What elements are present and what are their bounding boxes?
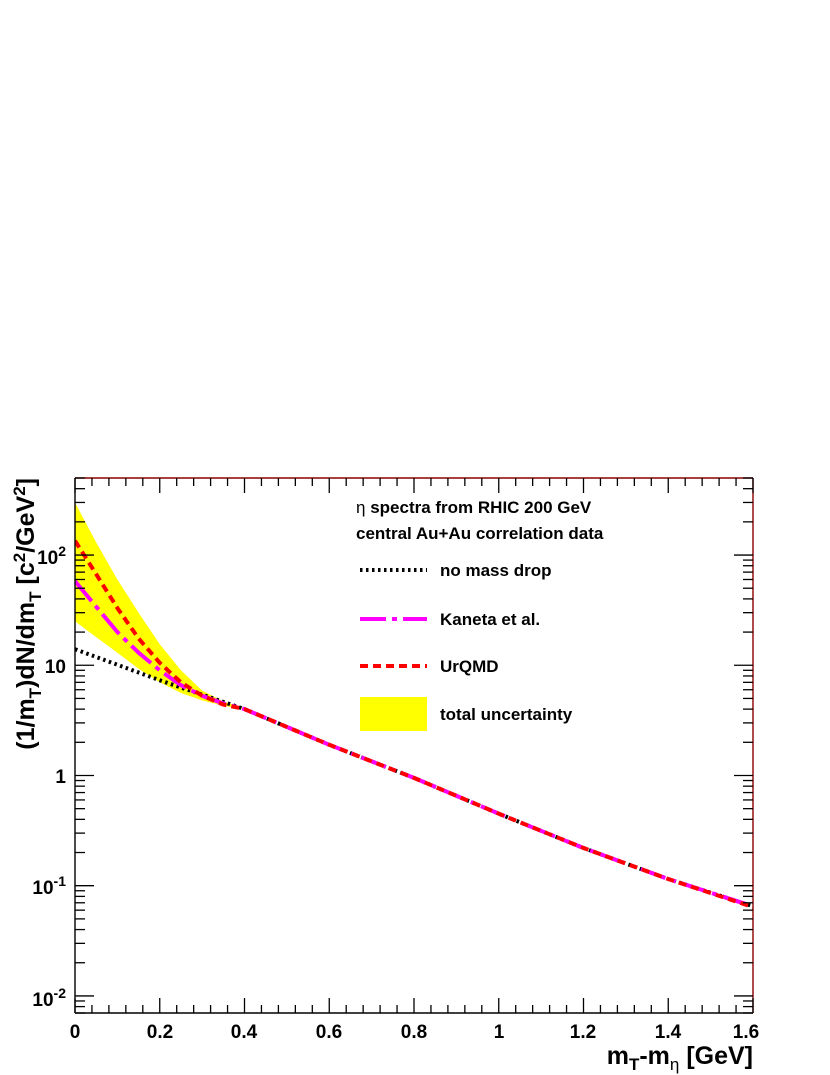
legend-label-kaneta: Kaneta et al. [440,610,540,629]
uncertainty-band-layer [75,502,245,710]
x-tick-label: 1.4 [655,1022,682,1043]
x-tick-label: 0 [70,1022,81,1043]
annotation-line-2: central Au+Au correlation data [356,524,604,543]
series-layer [75,539,753,909]
x-tick-label: 0.6 [316,1022,342,1043]
x-tick-label: 1.6 [733,1022,759,1043]
y-tick-label: 10 [45,657,66,678]
legend-label-uncertainty: total uncertainty [440,705,573,724]
legend-label-urqmd: UrQMD [440,657,499,676]
y-tick-label: 10-1 [32,873,66,899]
x-tick-label: 0.4 [231,1022,258,1043]
tick-layer [74,477,754,1014]
legend-label-no-mass-drop: no mass drop [440,561,551,580]
y-axis-title: (1/mT)dN/dmT [c2/GeV2] [10,478,45,750]
x-tick-label: 1.2 [570,1022,596,1043]
y-tick-label: 102 [37,543,66,569]
x-tick-label: 0.8 [401,1022,427,1043]
series-line-no-mass-drop [75,647,753,909]
x-axis-title: mT-mη [GeV] [607,1042,753,1074]
y-tick-label: 1 [55,767,66,788]
x-tick-label: 0.2 [147,1022,173,1043]
legend-swatch-uncertainty [360,697,427,731]
y-tick-label: 10-2 [32,985,66,1011]
legend: no mass drop Kaneta et al. UrQMD total u… [360,561,573,731]
series-line-kaneta-et-al [75,579,753,909]
annotation-line-1: η spectra from RHIC 200 GeV [356,498,592,517]
uncertainty-band [75,502,245,710]
y-tick-labels: 10-2 10-1 1 10 102 [32,543,66,1011]
series-line-urqmd [75,539,753,909]
x-tick-label: 1 [494,1022,505,1043]
x-tick-labels: 0 0.2 0.4 0.6 0.8 1 1.2 1.4 1.6 [70,1022,760,1043]
